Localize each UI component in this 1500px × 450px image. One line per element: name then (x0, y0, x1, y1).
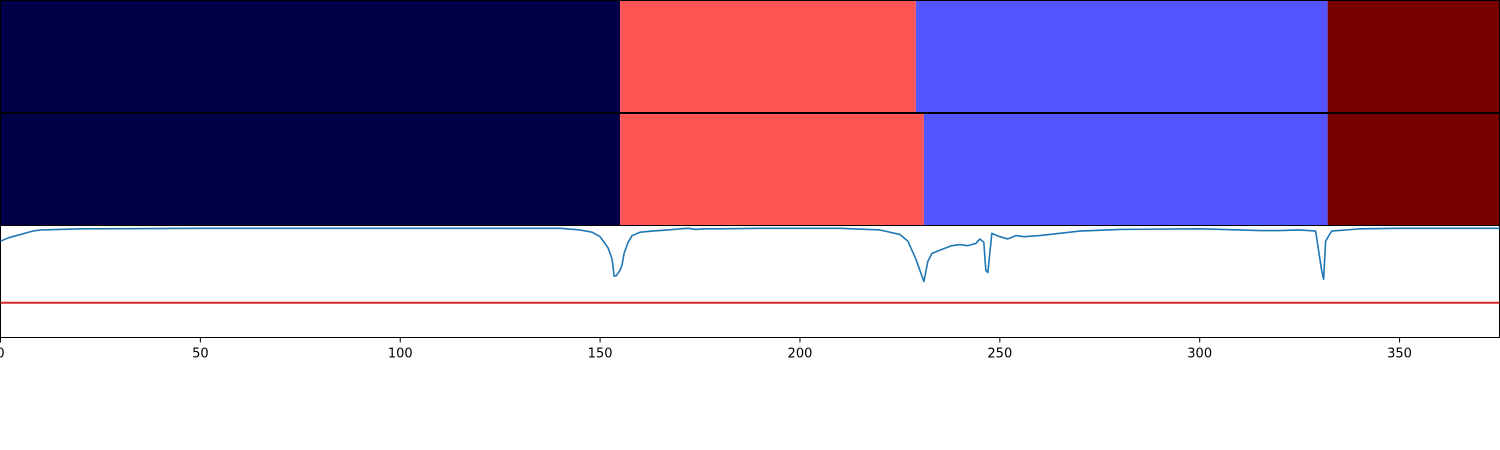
x-tick-label-300: 300 (1187, 347, 1212, 362)
row-1-segment-2 (620, 0, 916, 113)
confidence-panel (0, 225, 1500, 338)
x-tick-label-150: 150 (588, 347, 613, 362)
row-2-segment-1 (0, 113, 621, 226)
segmentation-row-1 (0, 0, 1500, 113)
row-1-segment-4 (1327, 0, 1500, 113)
segmentation-row-2 (0, 113, 1500, 226)
x-axis: 0 50 100 150 200 250 300 350 (0, 337, 1412, 362)
x-tick-label-50: 50 (192, 347, 209, 362)
x-tick-label-250: 250 (987, 347, 1012, 362)
x-tick-label-200: 200 (788, 347, 813, 362)
confidence-panel-frame (0, 225, 1500, 338)
confidence-series-line (0, 227, 1500, 283)
row-1-segment-3 (915, 0, 1328, 113)
x-tick-label-350: 350 (1387, 347, 1412, 362)
row-1-segment-1 (0, 0, 621, 113)
x-tick-label-0: 0 (0, 347, 5, 362)
row-2-segment-3 (923, 113, 1328, 226)
x-tick-label-100: 100 (388, 347, 413, 362)
row-2-segment-2 (620, 113, 924, 226)
row-2-segment-4 (1327, 113, 1500, 226)
